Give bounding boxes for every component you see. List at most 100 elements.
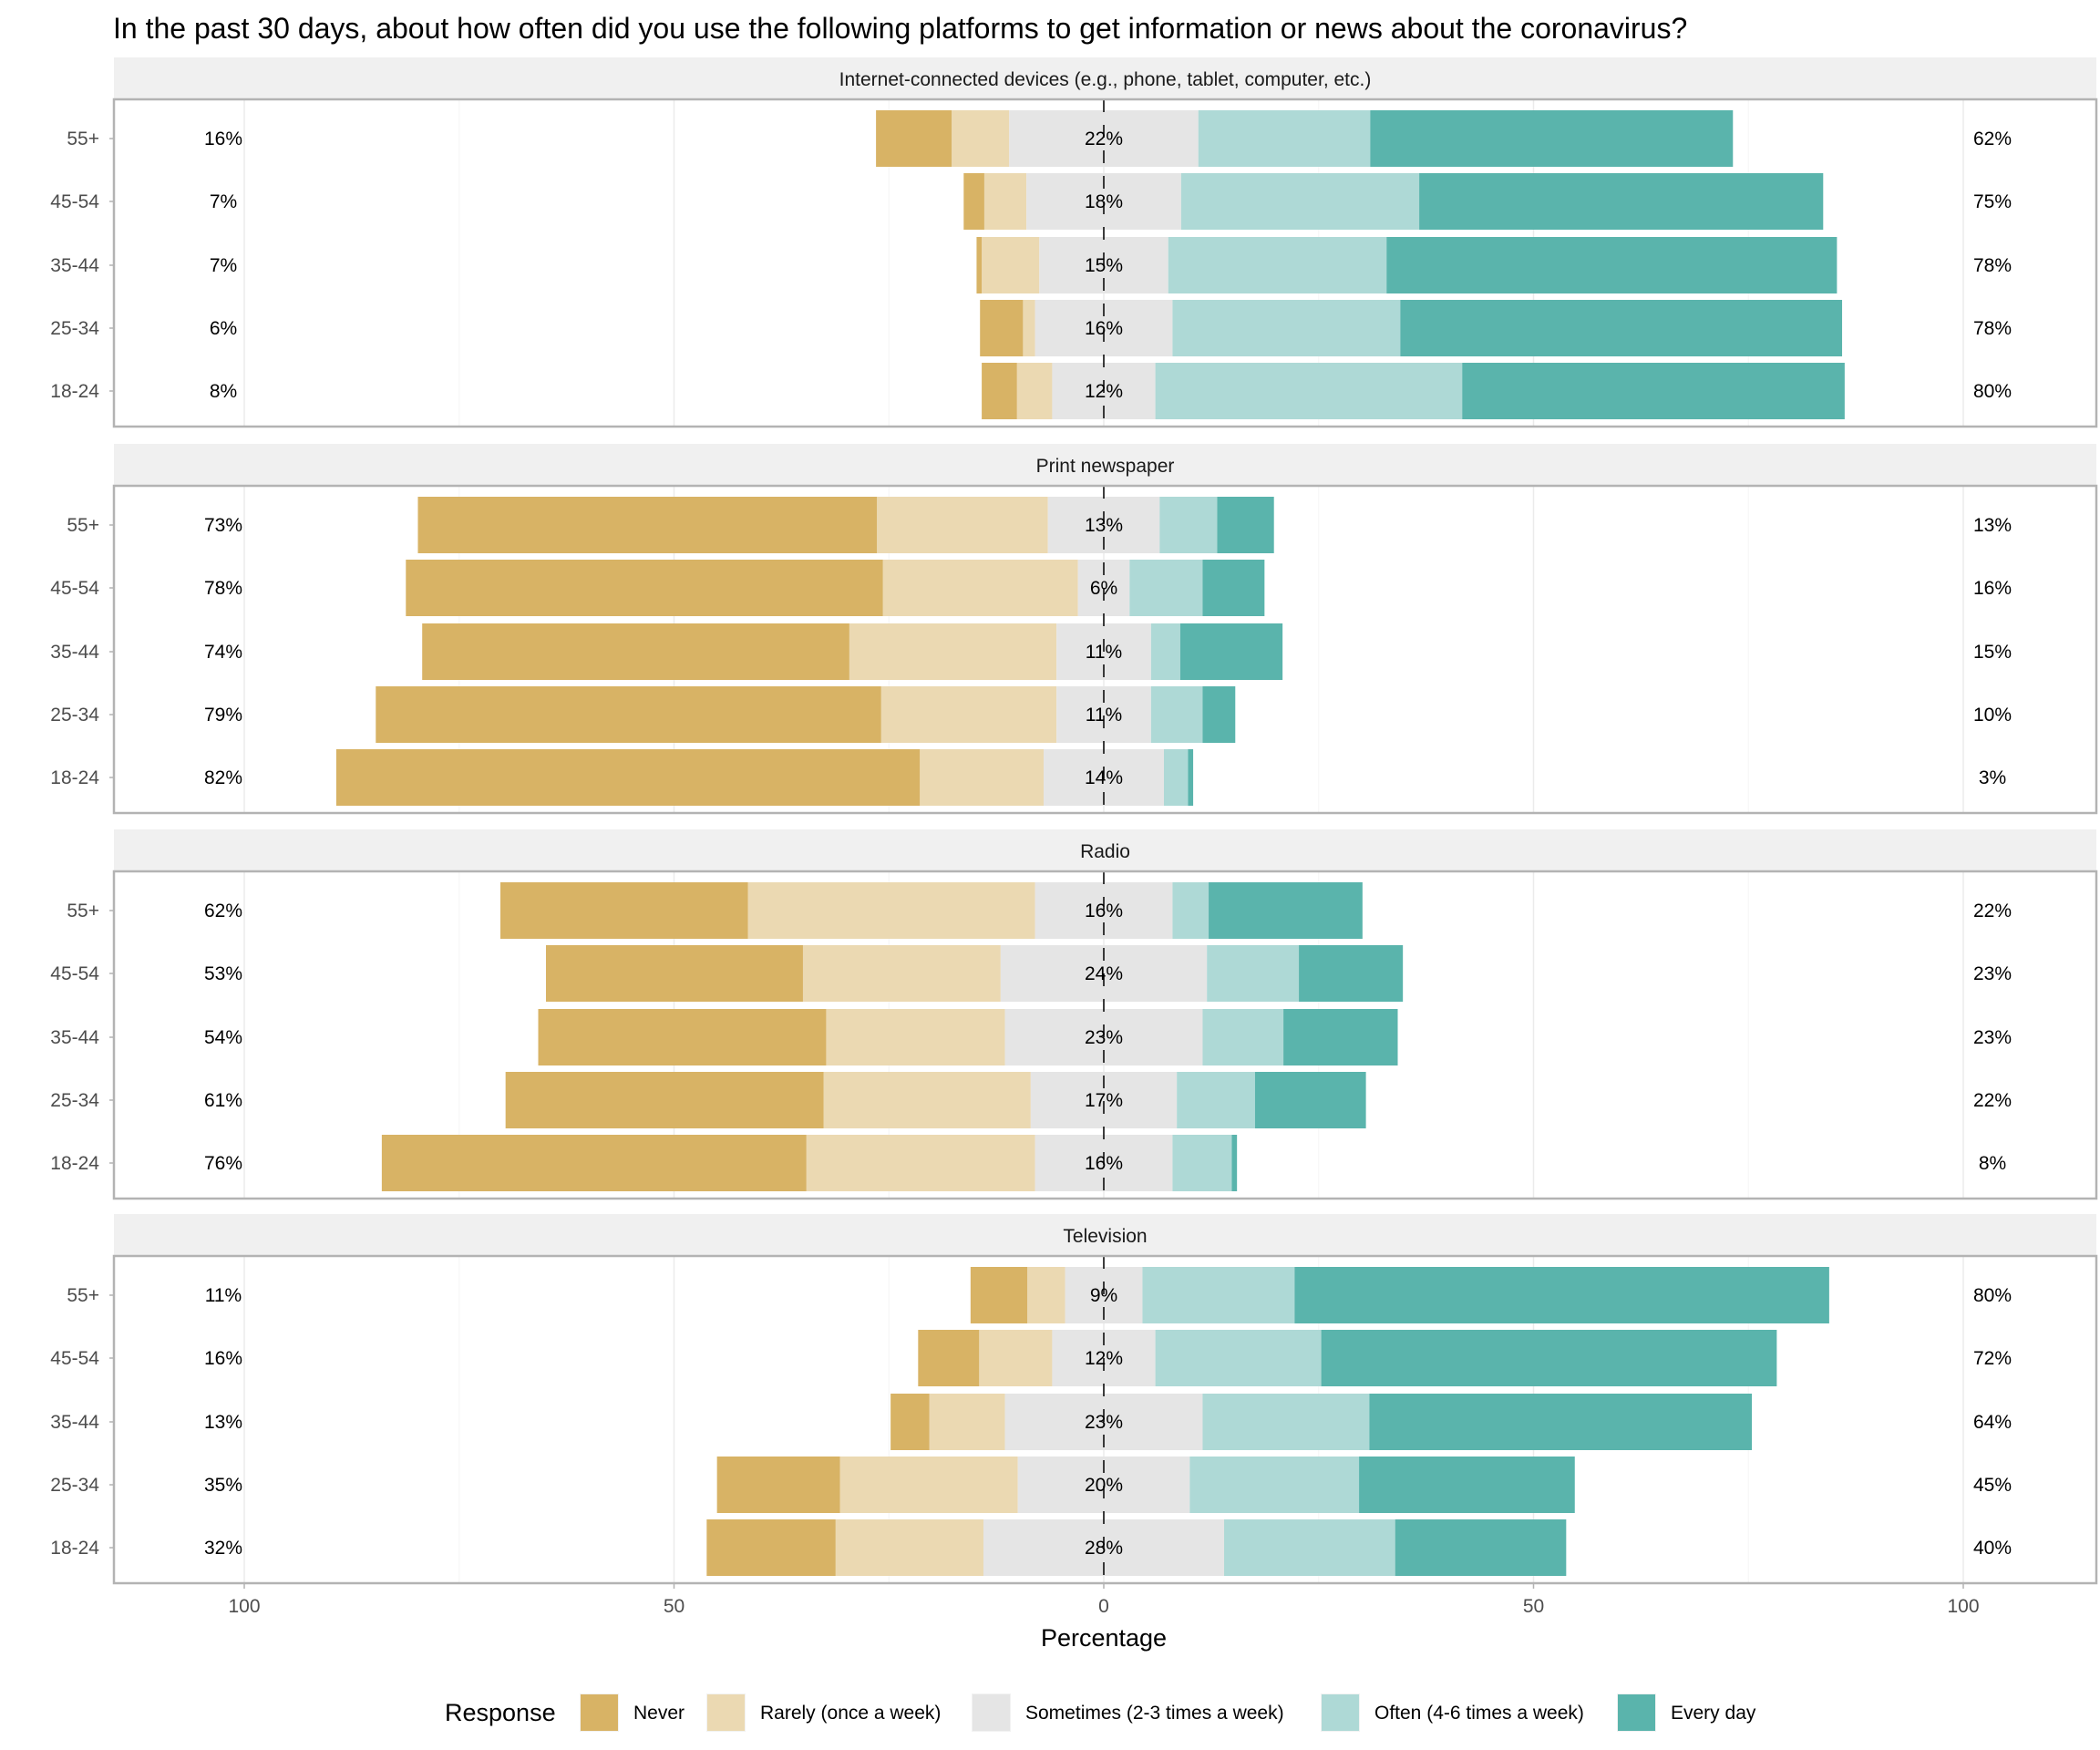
y-tick-label: 55+ — [67, 515, 99, 536]
facet-strip — [114, 1214, 2096, 1256]
bar-every-day — [1400, 300, 1843, 356]
bar-often — [1129, 560, 1203, 616]
x-tick-label: 100 — [1947, 1596, 1979, 1617]
y-tick-label: 18-24 — [50, 1153, 99, 1174]
bar-every-day — [1217, 497, 1274, 553]
legend-label: Never — [633, 1703, 685, 1724]
bar-rarely — [839, 1457, 1018, 1513]
low-percent-label: 13% — [204, 1412, 242, 1433]
bar-row-18-24: 18-24 76% 16% 8% — [50, 1135, 2006, 1191]
bar-row-25-34: 25-34 6% 16% 78% — [50, 300, 2012, 356]
neutral-percent-label: 22% — [1085, 129, 1123, 149]
panel-border — [112, 98, 2098, 428]
bar-row-55+: 55+ 11% 9% 80% — [67, 1267, 2012, 1323]
bar-every-day — [1254, 1072, 1366, 1128]
facet-strip — [114, 829, 2096, 871]
legend: Response Never Rarely (once a week) Someti… — [445, 1693, 1756, 1732]
bar-every-day — [1202, 686, 1236, 743]
low-percent-label: 82% — [204, 767, 242, 788]
bar-often — [1207, 945, 1300, 1002]
bar-never — [716, 1457, 840, 1513]
y-tick-label: 55+ — [67, 129, 99, 149]
facet-panel-1: Internet-connected devices (e.g., phone,… — [50, 57, 2098, 428]
bar-row-45-54: 45-54 53% 24% 23% — [50, 945, 2012, 1002]
bar-often — [1168, 237, 1387, 293]
legend-title: Response — [445, 1699, 556, 1726]
high-percent-label: 40% — [1973, 1538, 2012, 1559]
facet-strip — [114, 444, 2096, 486]
low-percent-label: 79% — [204, 705, 242, 726]
bar-row-45-54: 45-54 7% 18% 75% — [50, 173, 2012, 230]
high-percent-label: 10% — [1973, 705, 2012, 726]
y-tick-label: 25-34 — [50, 1475, 99, 1496]
high-percent-label: 78% — [1973, 255, 2012, 276]
low-percent-label: 16% — [204, 1348, 242, 1369]
bar-rarely — [983, 173, 1027, 230]
bar-often — [1180, 173, 1420, 230]
legend-swatch — [707, 1694, 745, 1731]
low-percent-label: 7% — [210, 255, 237, 276]
y-tick-label: 25-34 — [50, 1090, 99, 1111]
bar-rarely — [747, 882, 1035, 939]
bar-rarely — [835, 1519, 983, 1576]
bar-never — [890, 1394, 930, 1450]
legend-label: Often (4-6 times a week) — [1374, 1703, 1584, 1724]
high-percent-label: 15% — [1973, 642, 2012, 663]
bar-rarely — [929, 1394, 1005, 1450]
bar-often — [1155, 1330, 1322, 1386]
y-tick-label: 45-54 — [50, 963, 99, 984]
neutral-percent-label: 16% — [1085, 318, 1123, 339]
neutral-percent-label: 11% — [1086, 705, 1122, 726]
low-percent-label: 76% — [204, 1153, 242, 1174]
y-tick-label: 25-34 — [50, 318, 99, 339]
bar-never — [876, 110, 952, 167]
legend-item: Every day — [1617, 1693, 1756, 1732]
high-percent-label: 45% — [1973, 1475, 2012, 1496]
x-tick-label: 50 — [664, 1596, 685, 1617]
panel-border — [112, 870, 2098, 1200]
high-percent-label: 8% — [1979, 1153, 2006, 1174]
bar-every-day — [1462, 363, 1845, 419]
facet-strip — [114, 57, 2096, 99]
bar-rarely — [877, 497, 1048, 553]
legend-swatch — [581, 1694, 618, 1731]
legend-swatch — [973, 1694, 1010, 1731]
bar-often — [1150, 623, 1180, 680]
y-tick-label: 35-44 — [50, 1027, 99, 1048]
legend-label: Rarely (once a week) — [760, 1703, 941, 1724]
bar-row-55+: 55+ 62% 16% 22% — [67, 882, 2012, 939]
legend-label: Sometimes (2-3 times a week) — [1025, 1703, 1284, 1724]
legend-swatch — [1322, 1694, 1359, 1731]
chart-title: In the past 30 days, about how often did… — [113, 12, 1687, 45]
y-tick-label: 18-24 — [50, 767, 99, 788]
low-percent-label: 8% — [210, 381, 237, 402]
bar-row-35-44: 35-44 13% 23% 64% — [50, 1394, 2012, 1450]
bar-rarely — [1023, 300, 1035, 356]
bar-every-day — [1283, 1009, 1398, 1065]
panel-border — [112, 1254, 2098, 1585]
bar-often — [1202, 1394, 1370, 1450]
legend-item: Rarely (once a week) — [706, 1693, 941, 1732]
bar-rarely — [849, 623, 1057, 680]
bar-row-25-34: 25-34 79% 11% 10% — [50, 686, 2012, 743]
high-percent-label: 80% — [1973, 1285, 2012, 1306]
bar-rarely — [882, 560, 1078, 616]
neutral-percent-label: 20% — [1085, 1475, 1123, 1496]
panels: Internet-connected devices (e.g., phone,… — [50, 57, 2098, 1585]
low-percent-label: 7% — [210, 191, 237, 212]
bar-rarely — [802, 945, 1001, 1002]
y-tick-label: 55+ — [67, 901, 99, 921]
bar-rarely — [826, 1009, 1005, 1065]
high-percent-label: 72% — [1973, 1348, 2012, 1369]
high-percent-label: 75% — [1973, 191, 2012, 212]
low-percent-label: 6% — [210, 318, 237, 339]
bar-every-day — [1386, 237, 1838, 293]
facet-strip-label: Television — [1063, 1226, 1147, 1247]
bar-often — [1177, 1072, 1255, 1128]
bar-often — [1172, 300, 1401, 356]
low-percent-label: 32% — [204, 1538, 242, 1559]
y-tick-label: 35-44 — [50, 642, 99, 663]
bar-row-35-44: 35-44 74% 11% 15% — [50, 623, 2012, 680]
low-percent-label: 74% — [204, 642, 242, 663]
